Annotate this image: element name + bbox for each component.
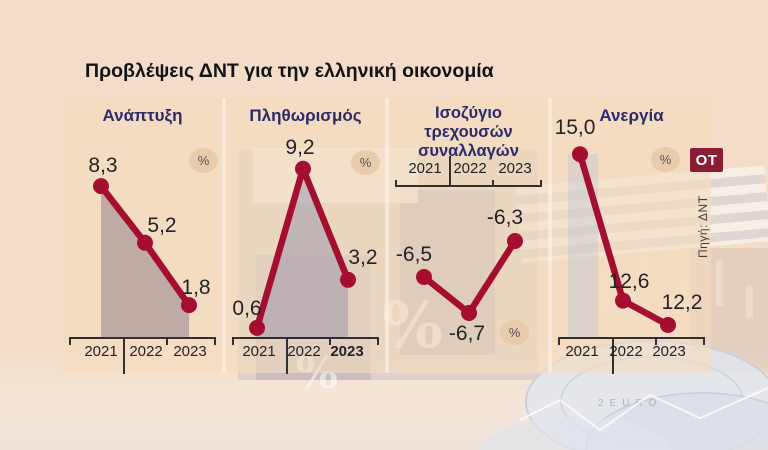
year-label: 2023 bbox=[652, 343, 686, 360]
axis-tick bbox=[214, 339, 216, 345]
data-point bbox=[507, 233, 523, 249]
panel-inflation: Πληθωρισμός % 0,6 9,2 3,2 2021 2022 2023 bbox=[226, 98, 385, 374]
panel-current-account: Ισοζύγιο τρεχουσών συναλλαγών % -6,5 -6,… bbox=[389, 98, 548, 373]
data-point bbox=[295, 160, 311, 177]
axis-tick bbox=[377, 339, 379, 345]
value-label: 0,6 bbox=[232, 297, 262, 320]
year-label: 2022 bbox=[453, 160, 487, 177]
percent-badge: % bbox=[500, 320, 529, 345]
year-label: 2021 bbox=[242, 343, 276, 360]
axis-year-divider bbox=[449, 156, 451, 187]
value-label: -6,5 bbox=[395, 243, 433, 266]
axis-year-divider bbox=[286, 339, 288, 374]
panel-divider bbox=[222, 98, 226, 373]
percent-badge: % bbox=[351, 150, 380, 175]
value-label: 15,0 bbox=[554, 116, 596, 139]
x-axis bbox=[558, 337, 705, 374]
data-point bbox=[416, 269, 432, 285]
data-point bbox=[615, 292, 631, 309]
year-label: 2021 bbox=[408, 160, 442, 177]
value-label: -6,7 bbox=[448, 322, 486, 345]
year-label: 2023 bbox=[173, 343, 207, 360]
candlestick-texture bbox=[716, 260, 723, 306]
panel-title: Ανεργία bbox=[599, 106, 664, 125]
line-chart-unemployment bbox=[568, 146, 676, 337]
year-label: 2022 bbox=[287, 343, 321, 360]
data-point bbox=[181, 297, 197, 314]
x-axis bbox=[69, 337, 216, 374]
ot-logo: OT bbox=[690, 148, 723, 172]
value-label: 5,2 bbox=[147, 214, 177, 237]
value-label: 1,8 bbox=[181, 276, 211, 299]
year-label: 2022 bbox=[129, 343, 163, 360]
area-fill bbox=[101, 186, 189, 337]
year-label: 2021 bbox=[84, 343, 118, 360]
axis-tick bbox=[492, 180, 494, 186]
data-point bbox=[137, 234, 153, 251]
data-point bbox=[660, 317, 676, 333]
axis-tick bbox=[655, 339, 657, 345]
axis-tick bbox=[540, 180, 542, 186]
line-chart-inflation bbox=[249, 160, 356, 337]
percent-badge: % bbox=[189, 148, 218, 173]
axis-tick bbox=[166, 339, 168, 345]
value-label: 9,2 bbox=[285, 136, 315, 159]
page-title: Προβλέψεις ΔΝΤ για την ελληνική οικονομί… bbox=[85, 60, 494, 82]
panel-title: Πληθωρισμός bbox=[249, 106, 362, 125]
axis-tick bbox=[232, 339, 234, 345]
source-credit: Πηγή: ΔΝΤ bbox=[696, 195, 710, 258]
area-fill bbox=[257, 168, 348, 337]
axis-year-divider bbox=[123, 339, 125, 374]
background-band bbox=[568, 154, 598, 337]
line-chart-growth bbox=[93, 178, 197, 337]
panel-divider bbox=[548, 98, 552, 373]
percent-badge: % bbox=[651, 147, 680, 172]
panel-growth: Ανάπτυξη % 8,3 5,2 1,8 2021 2022 2023 bbox=[63, 98, 222, 374]
line-chart-current-account bbox=[416, 233, 523, 321]
year-label: 2021 bbox=[565, 343, 599, 360]
panel-title: Ανάπτυξη bbox=[102, 106, 183, 125]
data-point bbox=[461, 305, 477, 321]
trend-line bbox=[420, 237, 519, 317]
axis-tick bbox=[329, 339, 331, 345]
year-label: 2023 bbox=[498, 160, 532, 177]
euro-coin-lettering: 2EURO bbox=[598, 398, 663, 409]
value-label: 12,6 bbox=[608, 270, 650, 293]
year-label: 2023 bbox=[330, 343, 364, 360]
data-point bbox=[572, 146, 588, 163]
candlestick-texture bbox=[746, 286, 753, 318]
year-label: 2022 bbox=[609, 343, 643, 360]
value-label: 3,2 bbox=[348, 246, 378, 269]
panel-divider bbox=[385, 98, 389, 373]
data-point bbox=[340, 271, 356, 288]
value-label: -6,3 bbox=[486, 206, 524, 229]
x-axis bbox=[395, 156, 542, 187]
data-point bbox=[93, 178, 109, 195]
axis-year-divider bbox=[612, 339, 614, 374]
value-label: 8,3 bbox=[88, 154, 118, 177]
value-label: 12,2 bbox=[661, 291, 703, 314]
axis-tick bbox=[558, 339, 560, 345]
panel-unemployment: Ανεργία % 15,0 12,6 12,2 2021 2022 2023 bbox=[552, 98, 711, 374]
data-point bbox=[249, 319, 265, 336]
axis-tick bbox=[395, 180, 397, 186]
panel-title: Ισοζύγιο τρεχουσών συναλλαγών bbox=[418, 104, 519, 160]
x-axis bbox=[232, 337, 379, 374]
axis-tick bbox=[703, 339, 705, 345]
axis-tick bbox=[69, 339, 71, 345]
